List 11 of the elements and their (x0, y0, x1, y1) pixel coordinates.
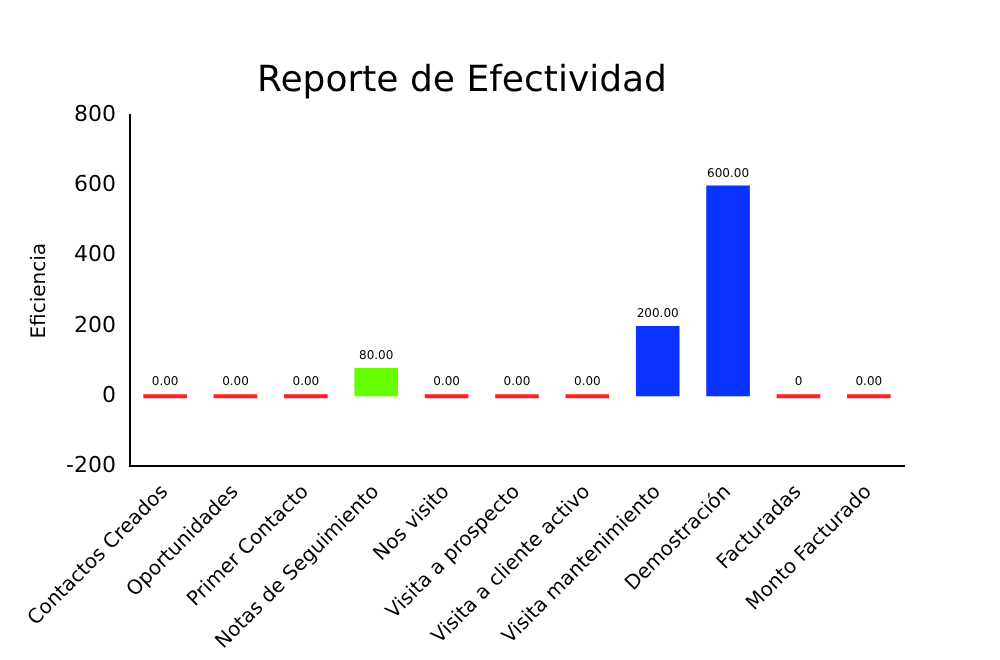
bar (706, 185, 750, 397)
y-tick-label: 800 (73, 100, 116, 127)
bar (635, 325, 680, 397)
y-tick-label: 0 (101, 381, 116, 408)
y-tick-label: 600 (73, 171, 116, 198)
y-tick-label: 200 (73, 311, 116, 338)
bar (354, 368, 399, 397)
chart-title: Reporte de Efectividad (257, 58, 667, 101)
y-axis-title: Eficiencia (29, 243, 52, 339)
y-tick-label: -200 (65, 452, 116, 479)
y-tick-label: 400 (73, 241, 116, 268)
